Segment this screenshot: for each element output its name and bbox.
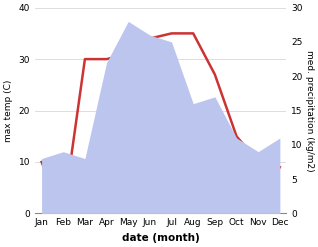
- Y-axis label: max temp (C): max temp (C): [4, 79, 13, 142]
- Y-axis label: med. precipitation (kg/m2): med. precipitation (kg/m2): [305, 50, 314, 171]
- X-axis label: date (month): date (month): [122, 233, 200, 243]
